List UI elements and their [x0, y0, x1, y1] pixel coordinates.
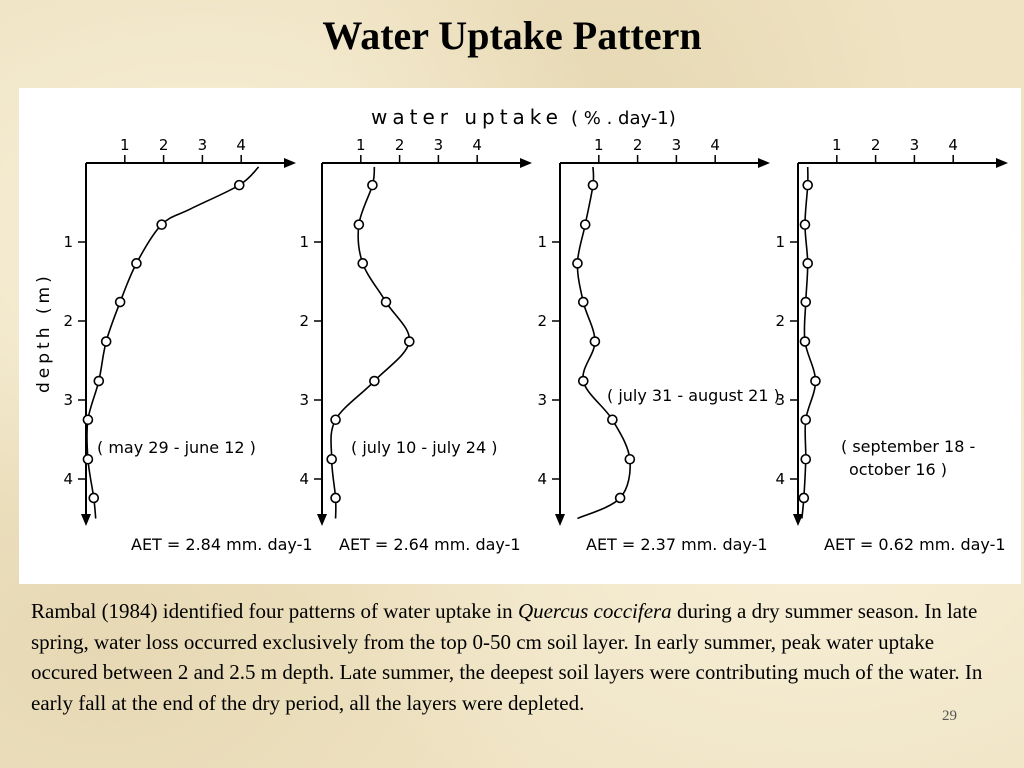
y-tick-label-3: 4	[537, 470, 547, 488]
data-point-3	[614, 492, 626, 504]
period-label-4-line2: october 16 )	[849, 460, 947, 479]
y-tick-label-4: 3	[775, 391, 785, 409]
data-point-4	[802, 258, 814, 269]
data-point-1	[131, 258, 142, 269]
data-point-3	[607, 414, 618, 426]
x-tick-label-3: 2	[633, 136, 643, 154]
y-tick-label-3: 3	[537, 391, 547, 409]
x-tick-label-1: 3	[198, 136, 208, 154]
data-point-4	[799, 219, 811, 230]
data-point-1	[100, 336, 112, 347]
data-point-4	[800, 453, 812, 465]
aet-label-1: AET = 2.84 mm. day-1	[131, 535, 313, 554]
y-axis-arrow-1	[81, 514, 91, 526]
x-tick-label-2: 2	[395, 136, 405, 154]
data-point-1	[82, 414, 94, 426]
figure-panel: water uptake ( % . day-1) depth (m) 1 2 3 4…	[19, 88, 1021, 584]
data-point-2	[330, 492, 341, 504]
y-tick-label-1: 1	[63, 233, 73, 251]
y-tick-label-1: 3	[63, 391, 73, 409]
aet-label-3: AET = 2.37 mm. day-1	[586, 535, 768, 554]
period-label-2: ( july 10 - july 24 )	[351, 438, 498, 457]
y-tick-label-1: 4	[63, 470, 73, 488]
data-point-3	[624, 453, 636, 465]
x-axis-arrow-2	[520, 158, 532, 168]
x-tick-label-4: 3	[910, 136, 920, 154]
water-uptake-figure: water uptake ( % . day-1) depth (m) 1 2 3 4…	[34, 105, 1008, 554]
caption-species: Quercus coccifera	[517, 599, 672, 623]
y-axis-arrow-4	[793, 514, 803, 526]
x-tick-label-3: 4	[710, 136, 720, 154]
data-point-1	[93, 375, 105, 387]
slide-number: 29	[942, 708, 957, 724]
data-point-3	[587, 179, 599, 191]
x-tick-label-4: 1	[832, 136, 842, 154]
data-point-4	[810, 375, 821, 387]
y-tick-label-3: 2	[537, 312, 547, 330]
y-tick-label-4: 2	[775, 312, 785, 330]
charts-group: 1 2 3 4 1 2 3 4 ( may 29 - june 12 ) AET = 2.84 m…	[63, 136, 1008, 554]
x-tick-label-3: 1	[594, 136, 604, 154]
caption: Rambal (1984) identified four patterns o…	[31, 596, 991, 718]
x-tick-label-4: 4	[948, 136, 958, 154]
y-axis-arrow-2	[317, 514, 327, 526]
data-point-1	[114, 296, 126, 308]
x-axis-arrow-3	[758, 158, 770, 168]
data-point-1	[88, 492, 100, 504]
x-tick-label-2: 3	[434, 136, 444, 154]
data-point-3	[579, 219, 591, 230]
x-axis-arrow-4	[996, 158, 1008, 168]
data-point-2	[369, 375, 380, 387]
y-tick-label-2: 4	[299, 470, 309, 488]
y-tick-label-3: 1	[537, 233, 547, 251]
y-tick-label-2: 3	[299, 391, 309, 409]
data-point-3	[572, 258, 583, 269]
caption-text-start: Rambal (1984) identified four patterns o…	[31, 599, 518, 623]
aet-label-4: AET = 0.62 mm. day-1	[824, 535, 1006, 554]
y-tick-label-4: 4	[775, 470, 785, 488]
caption-text-end: during a dry summer season. In late spri…	[31, 599, 983, 715]
data-point-1	[156, 219, 167, 230]
data-point-4	[802, 179, 814, 191]
y-tick-label-4: 1	[775, 233, 785, 251]
y-axis-title: depth (m)	[34, 272, 54, 393]
x-tick-label-1: 4	[236, 136, 246, 154]
x-tick-label-2: 4	[472, 136, 482, 154]
data-point-4	[800, 414, 812, 426]
data-point-3	[577, 375, 589, 387]
data-point-1	[82, 453, 94, 465]
period-label-4: ( september 18 -	[841, 437, 975, 456]
x-axis-arrow-1	[284, 158, 296, 168]
uptake-curve-1	[86, 166, 260, 519]
uptake-curve-2	[330, 166, 411, 519]
data-point-2	[403, 336, 415, 347]
data-point-2	[357, 258, 369, 269]
data-point-3	[577, 296, 589, 308]
x-tick-label-4: 2	[871, 136, 881, 154]
slide-title: Water Uptake Pattern	[322, 13, 702, 58]
data-point-4	[798, 492, 810, 504]
data-point-1	[233, 179, 245, 191]
data-point-2	[353, 219, 365, 230]
data-point-4	[800, 296, 812, 308]
data-point-2	[380, 296, 392, 308]
x-tick-label-3: 3	[672, 136, 682, 154]
x-axis-title: water uptake	[371, 105, 563, 129]
period-label-1: ( may 29 - june 12 )	[97, 438, 256, 457]
x-tick-label-1: 1	[120, 136, 130, 154]
y-axis-arrow-3	[555, 514, 565, 526]
y-tick-label-1: 2	[63, 312, 73, 330]
y-tick-label-2: 2	[299, 312, 309, 330]
x-axis-unit: ( % . day-1)	[571, 108, 676, 129]
data-point-2	[330, 414, 341, 426]
aet-label-2: AET = 2.64 mm. day-1	[339, 535, 521, 554]
x-tick-label-1: 2	[159, 136, 169, 154]
data-point-2	[326, 453, 338, 465]
data-point-4	[799, 336, 811, 347]
period-label-3: ( july 31 - august 21 )	[607, 386, 780, 405]
data-point-3	[589, 336, 601, 347]
y-tick-label-2: 1	[299, 233, 309, 251]
data-point-2	[367, 179, 378, 191]
x-tick-label-2: 1	[356, 136, 366, 154]
